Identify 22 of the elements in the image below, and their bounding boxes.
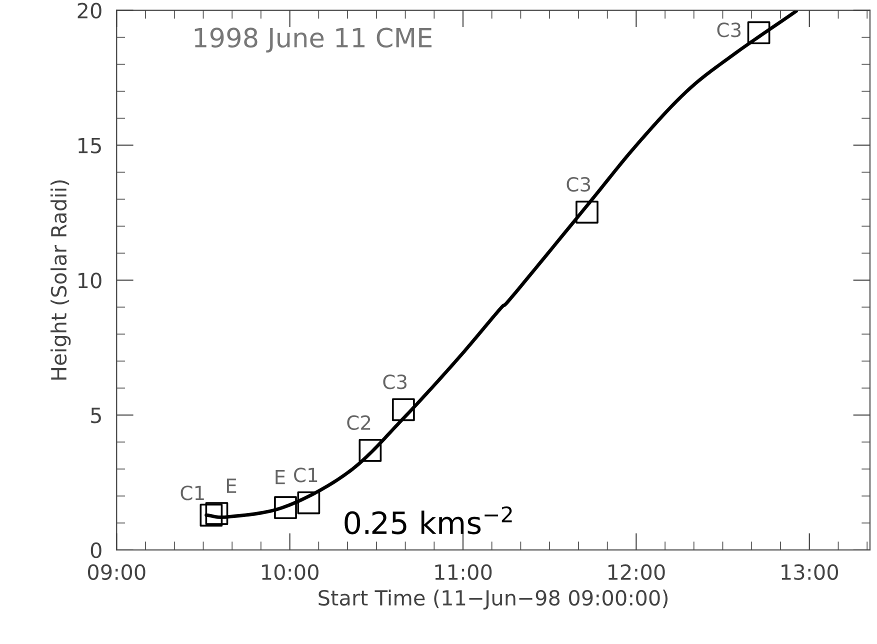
annotation: 1998 June 11 CME — [194, 28, 432, 53]
annotation: C2 — [347, 415, 370, 430]
y-tick-label: 15 — [78, 138, 101, 154]
annotation: C1 — [180, 486, 204, 500]
y-tick-label: 20 — [78, 2, 102, 19]
x-tick-label: 11:00 — [435, 564, 492, 580]
x-tick-label: 10:00 — [262, 564, 318, 580]
annotation: C3 — [383, 374, 407, 390]
annotation: E — [276, 470, 285, 484]
annotation: C1 — [294, 468, 318, 482]
x-tick-label: 09:00 — [88, 564, 146, 580]
y-tick-label: 10 — [78, 272, 102, 288]
y-tick-label: 0 — [90, 542, 102, 558]
x-axis-title: Start Time (11−Jun−98 09:00:00) — [318, 590, 668, 610]
annotation: C3 — [717, 22, 741, 38]
annotation: E — [226, 478, 236, 493]
x-tick-label: 12:00 — [608, 564, 665, 580]
annotation: C3 — [566, 177, 590, 192]
y-tick-label: 5 — [91, 408, 101, 424]
annotation: 0.25 kms$^{−2}$ — [344, 506, 512, 534]
x-tick-label: 13:00 — [782, 564, 838, 580]
y-axis-title: Height (Solar Radii) — [50, 180, 71, 380]
